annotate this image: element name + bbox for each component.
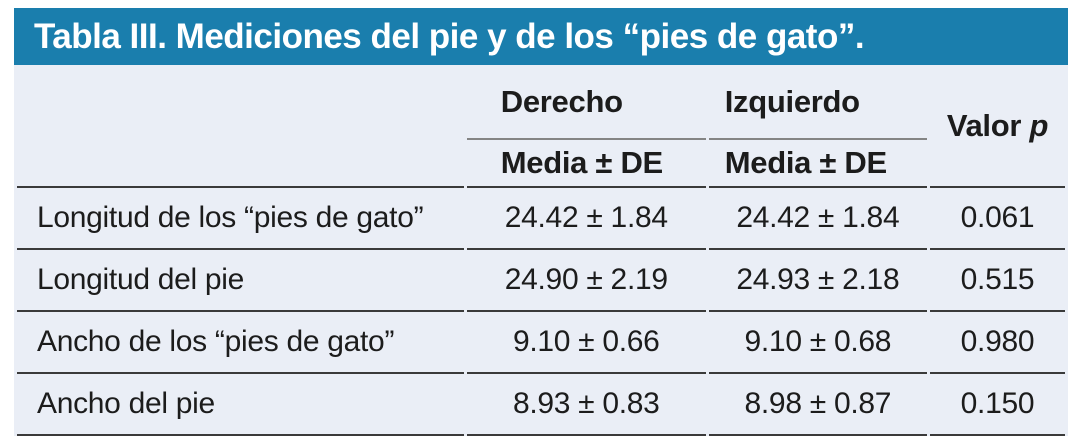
subheader-row: Media ± DE Media ± DE [17,140,1065,188]
column-header-izquierdo: Izquierdo [708,65,927,140]
subheader-media-de-left: Media ± DE [708,140,927,188]
valor-p-symbol: p [1029,107,1049,143]
table-row: Ancho del pie 8.93 ± 0.83 8.98 ± 0.87 0.… [17,374,1065,436]
value-derecho: 24.42 ± 1.84 [466,188,706,250]
table-figure: Tabla III. Mediciones del pie y de los “… [14,8,1068,436]
value-p: 0.150 [929,374,1065,436]
row-label: Longitud del pie [17,250,464,312]
table-title: Tabla III. Mediciones del pie y de los “… [34,16,865,56]
table-row: Ancho de los “pies de gato” 9.10 ± 0.66 … [17,312,1065,374]
column-header-valor-p: Valor p [929,65,1065,188]
subheader-spacer-cell [17,140,464,188]
table-row: Longitud del pie 24.90 ± 2.19 24.93 ± 2.… [17,250,1065,312]
row-label: Ancho de los “pies de gato” [17,312,464,374]
column-header-izquierdo-label: Izquierdo [724,83,860,119]
column-header-derecho: Derecho [466,65,706,140]
table-title-bar: Tabla III. Mediciones del pie y de los “… [14,8,1068,65]
row-label: Longitud de los “pies de gato” [17,188,464,250]
value-p: 0.061 [929,188,1065,250]
value-p: 0.515 [929,250,1065,312]
column-header-derecho-label: Derecho [500,83,623,119]
group-header-row: Derecho Izquierdo Valor p [17,65,1065,188]
table-body: Derecho Izquierdo Valor p Media ± DE Med… [14,65,1068,436]
subheader-media-de-left-label: Media ± DE [724,145,887,180]
valor-p-text: Valor [946,107,1022,143]
measurements-table: Derecho Izquierdo Valor p Media ± DE Med… [14,65,1068,436]
header-spacer-cell [17,65,464,140]
row-label: Ancho del pie [17,374,464,436]
table-row: Longitud de los “pies de gato” 24.42 ± 1… [17,188,1065,250]
subheader-media-de-right: Media ± DE [466,140,706,188]
value-izquierdo: 9.10 ± 0.68 [708,312,927,374]
value-izquierdo: 8.98 ± 0.87 [708,374,927,436]
value-derecho: 24.90 ± 2.19 [466,250,706,312]
value-p: 0.980 [929,312,1065,374]
subheader-media-de-right-label: Media ± DE [500,145,663,180]
value-derecho: 9.10 ± 0.66 [466,312,706,374]
value-derecho: 8.93 ± 0.83 [466,374,706,436]
value-izquierdo: 24.93 ± 2.18 [708,250,927,312]
value-izquierdo: 24.42 ± 1.84 [708,188,927,250]
